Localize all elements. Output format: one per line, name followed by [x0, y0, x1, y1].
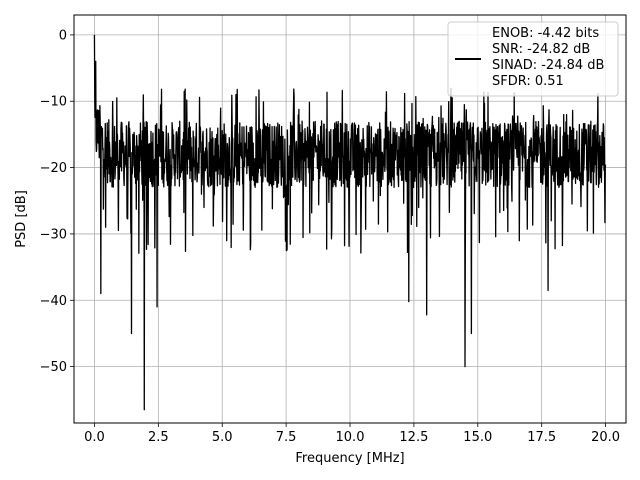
- x-tick-label: 20.0: [591, 430, 620, 445]
- y-tick-label: −50: [40, 360, 67, 375]
- x-tick-label: 0.0: [84, 430, 105, 445]
- x-tick-label: 10.0: [336, 430, 365, 445]
- x-tick-label: 15.0: [463, 430, 492, 445]
- y-tick-label: −30: [40, 227, 67, 242]
- legend-entry: SFDR: 0.51: [492, 74, 564, 89]
- x-axis: 0.0 2.5 5.0 7.5 10.0 12.5 15.0 17.5 20.0: [84, 423, 620, 445]
- x-tick-label: 17.5: [527, 430, 556, 445]
- psd-series: [93, 34, 607, 411]
- y-tick-label: 0: [59, 28, 67, 43]
- y-axis-label: PSD [dB]: [14, 190, 29, 248]
- y-axis: 0 −10 −20 −30 −40 −50: [40, 28, 74, 375]
- x-tick-label: 7.5: [276, 430, 297, 445]
- x-tick-label: 5.0: [212, 430, 233, 445]
- legend-entry: SINAD: -24.84 dB: [492, 58, 604, 73]
- x-tick-label: 2.5: [148, 430, 169, 445]
- y-tick-label: −40: [40, 294, 67, 309]
- y-tick-label: −20: [40, 161, 67, 176]
- x-tick-label: 12.5: [399, 430, 428, 445]
- legend-box: [447, 21, 619, 97]
- y-tick-label: −10: [40, 95, 67, 110]
- psd-line: [93, 34, 607, 411]
- legend-entry: SNR: -24.82 dB: [492, 42, 590, 57]
- x-axis-label: Frequency [MHz]: [295, 451, 404, 466]
- legend-entry: ENOB: -4.42 bits: [492, 26, 599, 41]
